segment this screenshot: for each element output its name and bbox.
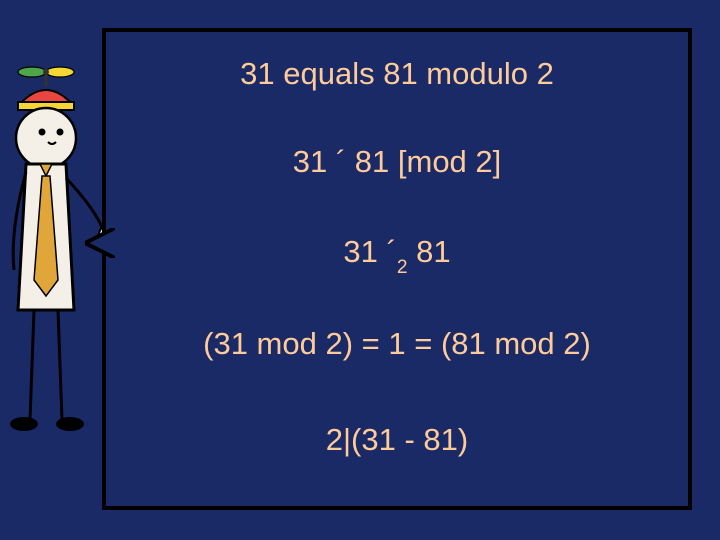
congruence-symbol-sub: ´ (386, 234, 396, 269)
congruence-symbol: ´ (336, 144, 346, 179)
line-2-left: 31 (293, 144, 336, 179)
line-5: 2|(31 - 81) (106, 422, 688, 458)
line-3: 31 ´2 81 (106, 234, 688, 275)
line-4: (31 mod 2) = 1 = (81 mod 2) (106, 326, 688, 362)
line-2-right: 81 [mod 2] (346, 144, 501, 179)
mascot-character (4, 60, 114, 460)
line-2: 31 ´ 81 [mod 2] (106, 144, 688, 180)
line-1: 31 equals 81 modulo 2 (106, 56, 688, 92)
panel-callout (85, 228, 115, 258)
line-3-right: 81 (408, 234, 451, 269)
line-3-left: 31 (343, 234, 386, 269)
content-panel: 31 equals 81 modulo 2 31 ´ 81 [mod 2] 31… (102, 28, 692, 510)
subscript-modulus: 2 (397, 257, 408, 278)
